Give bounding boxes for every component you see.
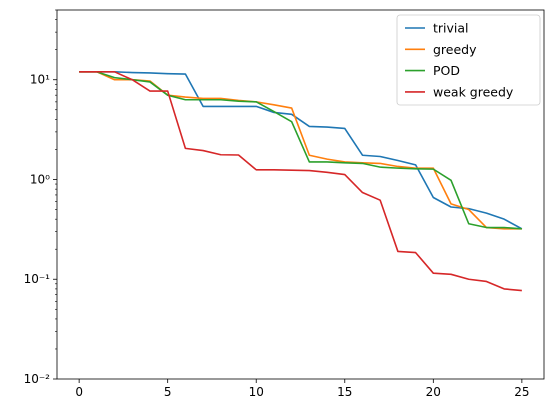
x-tick-label: 0 [75, 385, 83, 399]
legend-label: weak greedy [433, 84, 514, 99]
series-line-POD [79, 71, 522, 230]
x-axis: 0 5 10 15 20 25 [75, 379, 530, 399]
y-axis: 10⁻² 10⁻¹ 10⁰ 10¹ [24, 9, 57, 386]
y-tick-label: 10⁻² [24, 372, 51, 386]
x-tick-label: 25 [514, 385, 529, 399]
series-line-weak-greedy [79, 71, 522, 292]
legend-label: greedy [433, 42, 477, 57]
series-line-trivial [79, 71, 523, 230]
x-tick-label: 20 [426, 385, 441, 399]
legend-label: trivial [433, 21, 469, 36]
legend: trivial greedy POD weak greedy [396, 14, 541, 106]
plot-area [79, 71, 523, 292]
axes-frame [56, 9, 545, 380]
y-tick-label: 10⁻¹ [24, 272, 51, 286]
x-tick-label: 5 [164, 385, 172, 399]
x-tick-label: 10 [249, 385, 264, 399]
y-tick-label: 10¹ [30, 73, 50, 87]
legend-label: POD [433, 63, 460, 78]
legend-box [396, 14, 541, 106]
y-tick-label: 10⁰ [30, 172, 50, 186]
x-tick-label: 15 [337, 385, 352, 399]
